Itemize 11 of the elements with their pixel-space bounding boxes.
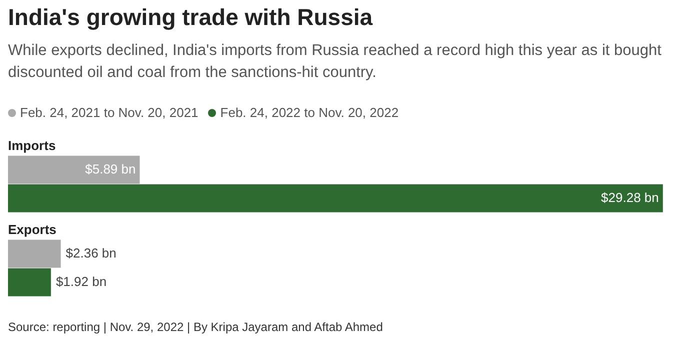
data-label: $5.89 bn bbox=[85, 161, 136, 176]
data-label: $29.28 bn bbox=[601, 190, 659, 205]
legend-label: Feb. 24, 2022 to Nov. 20, 2022 bbox=[219, 105, 399, 120]
chart-title: India's growing trade with Russia bbox=[8, 4, 373, 31]
source-note: Source: reporting | Nov. 29, 2022 | By Kripa Jayaram and Aftab Ahmed bbox=[8, 320, 383, 334]
legend-label: Feb. 24, 2021 to Nov. 20, 2021 bbox=[19, 105, 198, 120]
data-label: $2.36 bn bbox=[66, 245, 116, 260]
data-label: $1.92 bn bbox=[56, 274, 107, 289]
y-tick-label: Imports bbox=[8, 138, 56, 153]
chart-subtitle: While exports declined, India's imports from Russia reached a record high this year as it bought discounted oil and coal from the sanctions-hit country. bbox=[8, 41, 662, 83]
y-tick-label: Exports bbox=[8, 222, 56, 237]
